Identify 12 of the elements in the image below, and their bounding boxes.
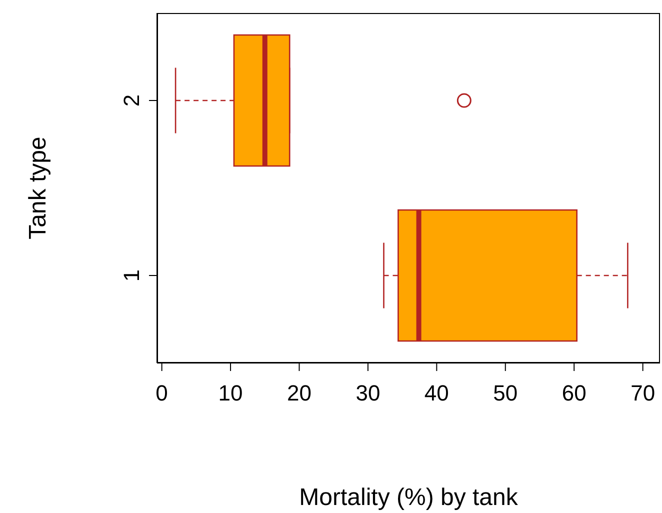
x-tick-label: 60	[562, 380, 586, 406]
y-tick-label: 1	[119, 269, 144, 282]
y-tick-label: 2	[119, 94, 144, 107]
x-tick-label: 30	[356, 380, 380, 406]
y-axis-title: Tank type	[24, 136, 52, 240]
x-tick-label: 10	[218, 380, 243, 406]
x-tick-label: 50	[493, 380, 518, 406]
x-axis-title: Mortality (%) by tank	[299, 484, 519, 511]
x-tick-label: 20	[287, 380, 312, 406]
x-tick-label: 70	[630, 380, 656, 406]
x-tick-label: 40	[424, 380, 449, 406]
x-tick-label: 0	[156, 380, 168, 406]
